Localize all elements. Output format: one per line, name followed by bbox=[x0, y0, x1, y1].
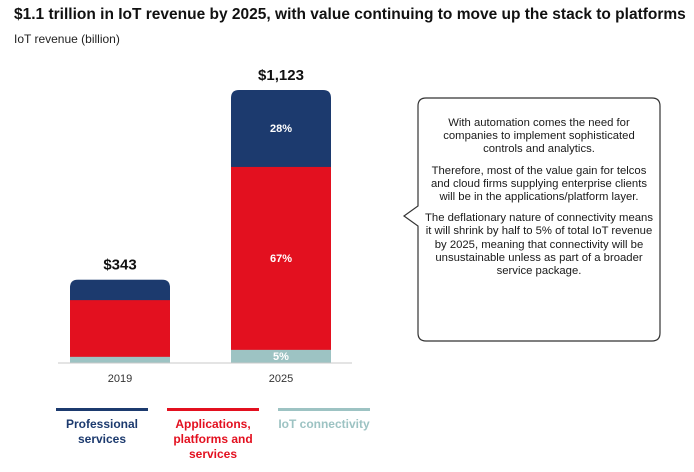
bars-layer: $343 2019 5% 67% 28% $1,123 2025 bbox=[70, 67, 331, 385]
x-tick-2019: 2019 bbox=[108, 373, 132, 385]
data-label-2025-iot-connectivity: 5% bbox=[273, 351, 289, 363]
legend-label-applications: Applications, platforms and services bbox=[173, 417, 253, 461]
total-label-2025: $1,123 bbox=[258, 67, 304, 84]
callout-paragraph-1: With automation comes the need for compa… bbox=[443, 117, 635, 156]
total-label-2019: $343 bbox=[103, 257, 136, 274]
legend-swatch-connectivity bbox=[278, 408, 370, 411]
legend-label-professional: Professional services bbox=[65, 417, 139, 446]
callout-paragraph-2: Therefore, most of the value gain for te… bbox=[430, 164, 647, 204]
legend-swatch-professional bbox=[56, 408, 148, 411]
bar-2025-professional-services bbox=[231, 90, 331, 167]
bar-group-2025 bbox=[231, 90, 331, 363]
legend-iot-connectivity: IoT connectivity bbox=[278, 408, 370, 432]
bar-2019-professional-services bbox=[70, 279, 170, 301]
legend-swatch-applications bbox=[167, 408, 259, 411]
x-tick-2025: 2025 bbox=[269, 373, 293, 385]
chart-subtitle: IoT revenue (billion) bbox=[14, 32, 120, 46]
chart-title: $1.1 trillion in IoT revenue by 2025, wi… bbox=[14, 6, 686, 23]
bar-2025-applications-platforms-and-services bbox=[231, 166, 331, 350]
data-label-2025-applications-platforms-and-services: 67% bbox=[270, 253, 292, 265]
legend-professional-services: Professional services bbox=[56, 408, 148, 447]
bar-group-2019 bbox=[70, 279, 170, 363]
legend-applications: Applications, platforms and services bbox=[167, 408, 259, 462]
callout-paragraph-3: The deflationary nature of connectivity … bbox=[425, 212, 653, 278]
bar-2019-applications-platforms-and-services bbox=[70, 299, 170, 357]
bar-2019-iot-connectivity bbox=[70, 356, 170, 363]
callout-text: With automation comes the need for compa… bbox=[424, 117, 654, 286]
bar-2025-iot-connectivity bbox=[231, 349, 331, 363]
data-label-2025-professional-services: 28% bbox=[270, 123, 292, 135]
legend-label-connectivity: IoT connectivity bbox=[278, 417, 370, 431]
callout-box bbox=[402, 97, 661, 342]
